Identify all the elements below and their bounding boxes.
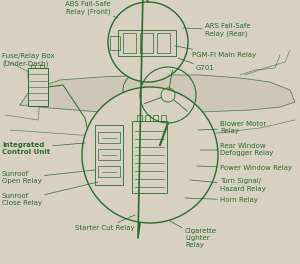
Polygon shape bbox=[20, 75, 295, 115]
Text: G701: G701 bbox=[178, 58, 215, 71]
Text: Blower Motor
Relay: Blower Motor Relay bbox=[198, 121, 266, 134]
Circle shape bbox=[108, 2, 188, 82]
Text: Sunroof
Close Relay: Sunroof Close Relay bbox=[2, 182, 98, 206]
Bar bbox=[137, 115, 142, 121]
Text: Starter Cut Relay: Starter Cut Relay bbox=[75, 215, 135, 231]
Text: PGM-FI Main Relay: PGM-FI Main Relay bbox=[175, 46, 256, 58]
Bar bbox=[40, 65, 44, 68]
Text: Power Window Relay: Power Window Relay bbox=[197, 165, 292, 171]
Bar bbox=[157, 33, 170, 53]
Bar bbox=[145, 115, 150, 121]
Bar bbox=[98, 132, 120, 143]
Bar bbox=[132, 121, 167, 193]
Bar bbox=[98, 149, 120, 160]
Bar bbox=[123, 33, 136, 53]
Text: Integrated
Control Unit: Integrated Control Unit bbox=[2, 142, 85, 154]
Text: Horn Relay: Horn Relay bbox=[185, 197, 258, 203]
Text: Fuse/Relay Box
(Under-Dash): Fuse/Relay Box (Under-Dash) bbox=[2, 53, 55, 78]
Bar bbox=[95, 125, 123, 185]
Circle shape bbox=[82, 87, 218, 223]
Text: ABS Fail-Safe
Relay (Front): ABS Fail-Safe Relay (Front) bbox=[65, 1, 118, 18]
Bar bbox=[140, 33, 153, 53]
Text: Sunroof
Open Relay: Sunroof Open Relay bbox=[2, 170, 95, 185]
Text: ARS Fail-Safe
Relay (Rear): ARS Fail-Safe Relay (Rear) bbox=[183, 23, 250, 37]
Text: Rear Window
Defogger Relay: Rear Window Defogger Relay bbox=[200, 144, 273, 157]
Bar bbox=[98, 166, 120, 177]
Bar bbox=[31, 65, 35, 68]
Bar bbox=[110, 36, 120, 50]
Bar bbox=[161, 115, 166, 121]
Bar bbox=[118, 30, 176, 56]
Text: Cigarette
Lighter
Relay: Cigarette Lighter Relay bbox=[168, 220, 217, 248]
Bar bbox=[153, 115, 158, 121]
Bar bbox=[28, 68, 48, 106]
Text: Turn Signal/
Hazard Relay: Turn Signal/ Hazard Relay bbox=[190, 178, 266, 191]
